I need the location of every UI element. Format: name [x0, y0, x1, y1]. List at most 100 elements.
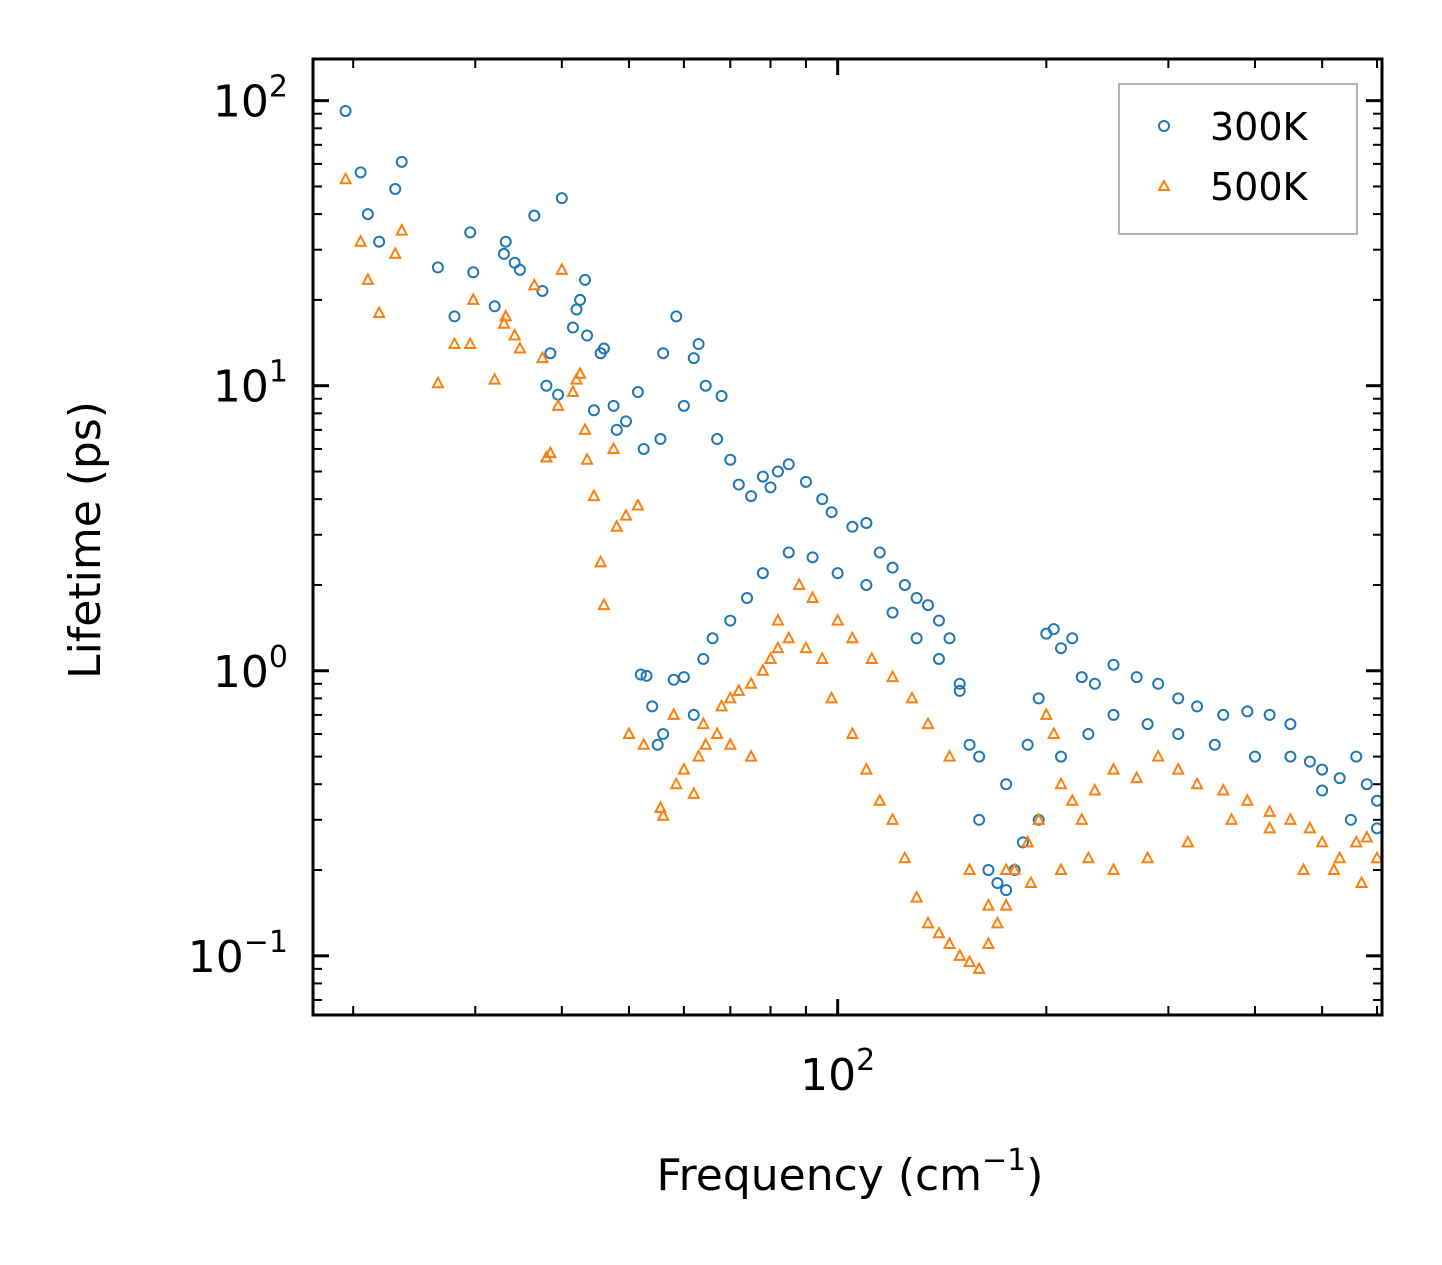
data-point-500k	[388, 246, 402, 259]
data-point-300k	[825, 506, 838, 519]
data-point-300k	[555, 192, 568, 205]
data-point-500k	[488, 372, 502, 385]
data-point-300k	[846, 520, 859, 533]
data-point-500k	[580, 452, 594, 465]
data-point-300k	[464, 226, 477, 239]
data-point-500k	[1216, 782, 1230, 796]
data-point-500k	[1021, 834, 1035, 848]
data-point-300k	[724, 453, 737, 466]
data-point-500k	[361, 272, 375, 285]
data-point-300k	[873, 546, 886, 559]
data-point-300k	[1130, 671, 1143, 684]
data-point-300k	[831, 567, 844, 580]
data-point-500k	[859, 761, 874, 775]
y-axis-title: Lifetime (ps)	[60, 401, 111, 679]
data-point-300k	[1263, 708, 1276, 721]
y-tick-label-base: 10	[188, 932, 244, 983]
data-point-500k	[999, 897, 1013, 911]
data-point-500k	[1224, 812, 1239, 825]
y-tick-label-base: 10	[213, 647, 269, 698]
data-point-300k	[646, 700, 659, 713]
data-point-500k	[865, 651, 879, 664]
data-point-500k	[1303, 820, 1317, 834]
data-point-300k	[631, 386, 644, 399]
data-point-300k	[764, 481, 777, 494]
data-point-300k	[373, 235, 386, 248]
data-point-500k	[1333, 850, 1347, 864]
data-point-500k	[714, 698, 729, 712]
data-point-300k	[540, 379, 553, 392]
data-point-300k	[963, 738, 976, 751]
data-point-300k	[782, 458, 795, 471]
x-tick-label: 102	[800, 1043, 875, 1101]
legend-label-500k: 500K	[1210, 165, 1309, 209]
legend-marker-500k	[1157, 178, 1171, 191]
data-point-500k	[805, 590, 820, 603]
data-point-300k	[1075, 671, 1088, 684]
data-point-500k	[1370, 850, 1384, 864]
legend-box	[1118, 83, 1358, 235]
data-point-300k	[886, 561, 899, 574]
y-tick-label: 102	[213, 70, 288, 128]
data-point-500k	[909, 889, 924, 903]
data-point-300k	[1248, 750, 1261, 763]
data-point-300k	[354, 166, 367, 179]
data-point-300k	[706, 632, 719, 645]
y-tick-label-exp: −1	[244, 925, 288, 960]
data-point-500k	[338, 171, 353, 185]
data-point-500k	[699, 737, 713, 750]
data-point-300k	[1191, 700, 1204, 713]
data-point-300k	[544, 347, 557, 360]
data-point-500k	[1039, 707, 1053, 720]
data-point-500k	[824, 690, 839, 704]
legend-label-300k: 300K	[1210, 105, 1309, 149]
data-point-300k	[1000, 884, 1013, 897]
data-point-500k	[962, 862, 977, 876]
data-point-300k	[1055, 642, 1068, 655]
data-point-300k	[566, 321, 579, 334]
data-point-500k	[1151, 748, 1165, 762]
data-point-500k	[710, 726, 724, 740]
data-point-500k	[1106, 761, 1121, 775]
data-point-300k	[898, 578, 911, 591]
data-point-500k	[653, 800, 668, 814]
data-point-500k	[990, 915, 1005, 929]
data-point-500k	[1296, 862, 1311, 876]
y-tick-label-exp: 1	[269, 355, 288, 390]
data-point-500k	[543, 445, 557, 459]
data-point-300k	[657, 347, 670, 360]
data-point-500k	[831, 612, 845, 626]
data-point-300k	[528, 209, 541, 222]
data-point-300k	[1088, 677, 1101, 690]
major-ticks	[313, 59, 1382, 1015]
x-tick-label-exp: 2	[856, 1043, 875, 1078]
data-point-500k	[921, 915, 935, 929]
data-point-500k	[1081, 850, 1096, 864]
x-axis-title-end: )	[1026, 1150, 1043, 1201]
data-point-500k	[677, 761, 691, 775]
data-point-500k	[1007, 862, 1022, 876]
data-point-500k	[1354, 875, 1369, 889]
data-point-300k	[448, 310, 461, 323]
data-point-500k	[691, 748, 706, 762]
data-point-500k	[1047, 726, 1061, 740]
data-point-300k	[1217, 708, 1230, 721]
data-point-500k	[353, 234, 368, 247]
data-point-300k	[574, 293, 587, 306]
data-point-300k	[1082, 728, 1095, 741]
data-point-500k	[1263, 820, 1277, 834]
data-point-300k	[715, 390, 728, 403]
data-point-300k	[745, 490, 758, 503]
data-point-500k	[845, 726, 860, 740]
data-point-500k	[1315, 834, 1329, 848]
y-tick-label-base: 10	[213, 77, 269, 128]
data-point-300k	[799, 475, 812, 488]
data-point-500k	[569, 372, 584, 385]
data-point-500k	[631, 497, 645, 511]
data-point-300k	[677, 399, 690, 412]
data-point-500k	[372, 305, 386, 318]
data-point-300k	[692, 338, 705, 351]
data-point-500k	[1181, 834, 1195, 848]
data-point-500k	[696, 716, 710, 730]
data-point-500k	[551, 398, 565, 411]
